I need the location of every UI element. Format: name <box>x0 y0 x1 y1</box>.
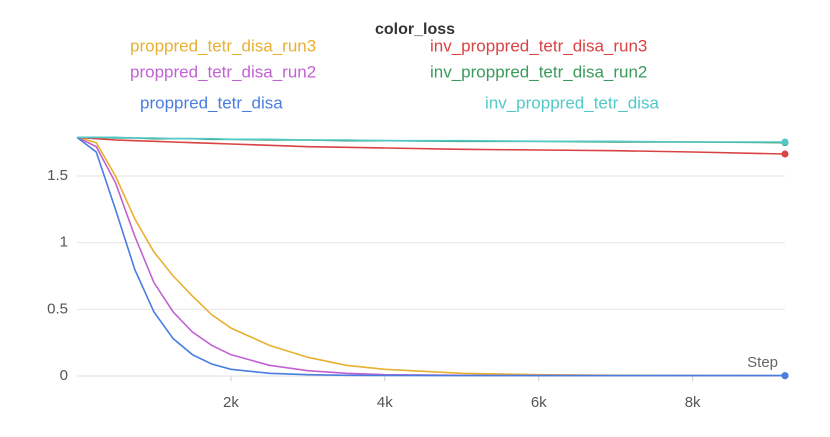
x-tick-label: 2k <box>223 394 239 411</box>
legend-label: proppred_tetr_disa_run3 <box>130 36 316 55</box>
end-point <box>781 150 789 158</box>
x-axis-label: Step <box>747 354 778 371</box>
chart-title: color_loss <box>375 21 455 38</box>
end-point <box>781 138 789 146</box>
series-line <box>76 136 786 155</box>
x-tick-label: 4k <box>377 394 393 411</box>
y-tick-label: 1 <box>60 234 68 251</box>
y-tick-label: 0.5 <box>47 300 68 317</box>
series-line <box>76 136 785 377</box>
legend-label: proppred_tetr_disa_run2 <box>130 62 316 81</box>
legend-label: inv_proppred_tetr_disa_run2 <box>430 62 647 81</box>
series-line <box>76 136 785 377</box>
series-line <box>77 136 785 143</box>
y-tick-label: 1.5 <box>47 167 68 184</box>
y-tick-label: 0 <box>60 367 68 384</box>
series-line <box>76 136 786 377</box>
legend-label: inv_proppred_tetr_disa_run3 <box>430 36 647 55</box>
legend-label: inv_proppred_tetr_disa <box>485 93 659 112</box>
x-tick-label: 8k <box>685 394 701 411</box>
legend-label: proppred_tetr_disa <box>140 93 283 112</box>
end-point <box>781 372 789 380</box>
x-tick-label: 6k <box>531 394 547 411</box>
